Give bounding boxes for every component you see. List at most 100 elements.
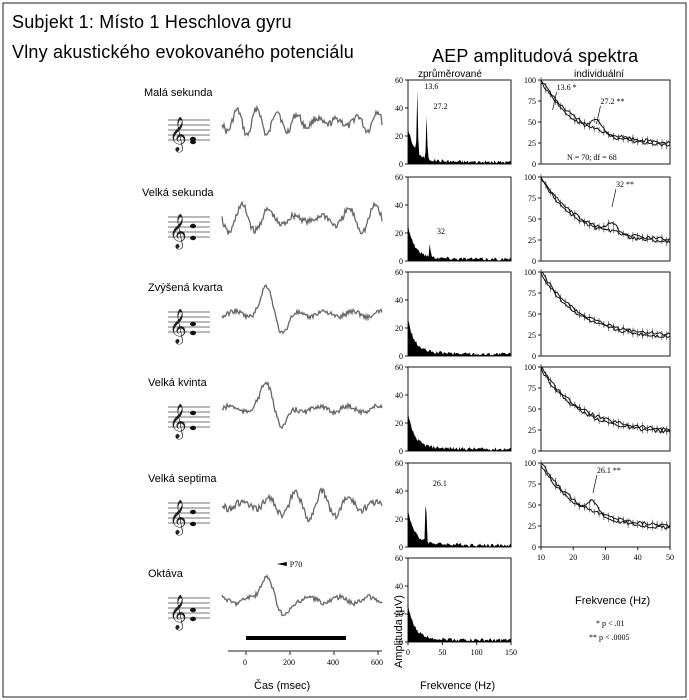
annotation-leader [592,474,598,494]
spectrum-x-tick-label: 150 [505,648,517,657]
row-4: Velká kvinta 𝄞 0 20 40 60 0 25 50 75 100 [148,363,671,456]
individual-y-tick-label: 25 [528,522,536,531]
spectrum-frame [407,557,512,643]
stats-text: N = 70; df = 68 [567,153,617,162]
spectrum-y-tick-label: 40 [395,104,403,113]
spectrum-frame [407,271,512,357]
individual-frame [540,366,671,452]
spectrum-y-tick-label: 0 [399,160,403,169]
note-icon [190,330,196,336]
individual-y-tick-label: 75 [528,384,536,393]
spectrum-y-tick-label: 60 [395,76,403,85]
spectrum-area [408,413,511,451]
p70-label: P70 [290,560,302,569]
individual-y-tick-label: 50 [528,501,536,510]
waveform-trace [221,200,383,235]
individual-y-tick-label: 75 [528,289,536,298]
subtitle-waves: Vlny akustického evokovaného potenciálu [12,42,354,62]
spectrum-y-tick-label: 60 [395,173,403,182]
individual-y-tick-label: 25 [528,139,536,148]
treble-clef-icon: 𝄞 [169,595,187,631]
note-icon [190,425,196,431]
note-icon [190,235,196,241]
waveform-trace [221,104,383,137]
wave-xlabel: Čas (msec) [254,679,310,692]
note-icon [190,223,196,229]
spectrum-x-tick-label: 50 [438,648,446,657]
treble-clef-icon: 𝄞 [169,214,187,250]
individual-frame [540,176,671,262]
individual-x-tick-label: 40 [634,553,642,562]
individual-y-tick-label: 100 [524,268,536,277]
spectrum-y-tick-label: 0 [399,447,403,456]
spectrum-y-tick-label: 60 [395,363,403,372]
subtitle-spectra: AEP amplitudová spektra [432,46,639,66]
individual-x-tick-label: 10 [537,553,545,562]
spectrum-panel: 0 20 40 60 [395,268,512,361]
wave-tick-0: 0 [243,658,247,667]
individual-annotation: 27.2 ** [600,97,624,106]
individual-curve [540,462,671,528]
individual-y-tick-label: 100 [524,76,536,85]
individual-curve [540,465,671,530]
individual-panel: 0 25 50 75 100 10 20 30 40 50 26.1 ** [524,459,674,562]
spectrum-panel: 0 20 40 60 13.6 27.2 [395,76,512,169]
individual-curve [540,367,671,432]
interval-label: Velká sekunda [142,187,214,199]
individual-panel: 0 25 50 75 100 32 ** [524,173,671,266]
individual-curve [540,176,671,241]
rows: Malá sekunda𝄞020406013.627.2025507510013… [142,76,674,657]
note-icon [190,616,196,622]
note-icon [190,321,196,327]
row-2: Velká sekunda 𝄞 0 20 40 60 32 0 25 50 75 100 32 ** [142,173,671,266]
individual-y-tick-label: 0 [532,543,536,552]
spectrum-peak-label: 13.6 [424,82,438,91]
spectrum-area [408,223,511,261]
spectrum-y-tick-label: 0 [399,543,403,552]
individual-y-tick-label: 50 [528,215,536,224]
individual-xlabel: Frekvence (Hz) [575,595,650,607]
spectrum-y-tick-label: 20 [395,324,403,333]
col-label-averaged: zprůměrované [418,68,482,80]
spectrum-area [408,505,511,547]
spectrum-y-tick-label: 0 [399,352,403,361]
row-5: Velká septima 𝄞 0 20 40 60 26.1 0 25 50 75 100 10 20 3… [148,459,674,562]
waveform-trace [221,574,383,617]
wave-tick-200: 200 [283,658,295,667]
spectrum-xlabel: Frekvence (Hz) [420,680,495,692]
individual-frame [540,79,671,165]
waveform-trace [221,487,383,523]
spectrum-y-tick-label: 20 [395,610,403,619]
individual-y-tick-label: 25 [528,236,536,245]
spectrum-area [408,320,511,356]
interval-label: Zvýšená kvarta [148,282,223,294]
individual-annotation: 13.6 * [557,83,577,92]
individual-y-tick-label: 75 [528,480,536,489]
wave-tick-600: 600 [371,658,383,667]
row-3: Zvýšená kvarta 𝄞 0 20 40 60 0 25 50 75 100 [148,268,671,361]
col-label-individual: individuální [574,69,624,80]
individual-frame [540,462,671,548]
individual-curve [540,271,671,337]
individual-y-tick-label: 25 [528,426,536,435]
spectrum-y-tick-label: 40 [395,487,403,496]
spectrum-peak-label: 27.2 [434,102,448,111]
individual-y-tick-label: 0 [532,447,536,456]
spectrum-panel: 0 20 40 60 26.1 [395,459,512,552]
stimulus-bar [246,636,346,640]
individual-y-tick-label: 100 [524,173,536,182]
spectrum-ylabel: Amplituda (μV) [393,595,405,668]
spectrum-panel: 0 20 40 60 0 50 100 150 [395,554,517,657]
individual-y-tick-label: 75 [528,194,536,203]
spectrum-y-tick-label: 40 [395,201,403,210]
note-icon [190,521,196,527]
spectrum-frame [407,462,512,548]
individual-y-tick-label: 50 [528,310,536,319]
wave-time-axis: 0 200 400 600 [228,636,383,667]
individual-curve [540,366,671,434]
individual-panel: 0 25 50 75 100 13.6 * 27.2 ** [524,76,671,169]
treble-clef-icon: 𝄞 [169,309,187,345]
spectrum-y-tick-label: 40 [395,582,403,591]
individual-y-tick-label: 75 [528,97,536,106]
